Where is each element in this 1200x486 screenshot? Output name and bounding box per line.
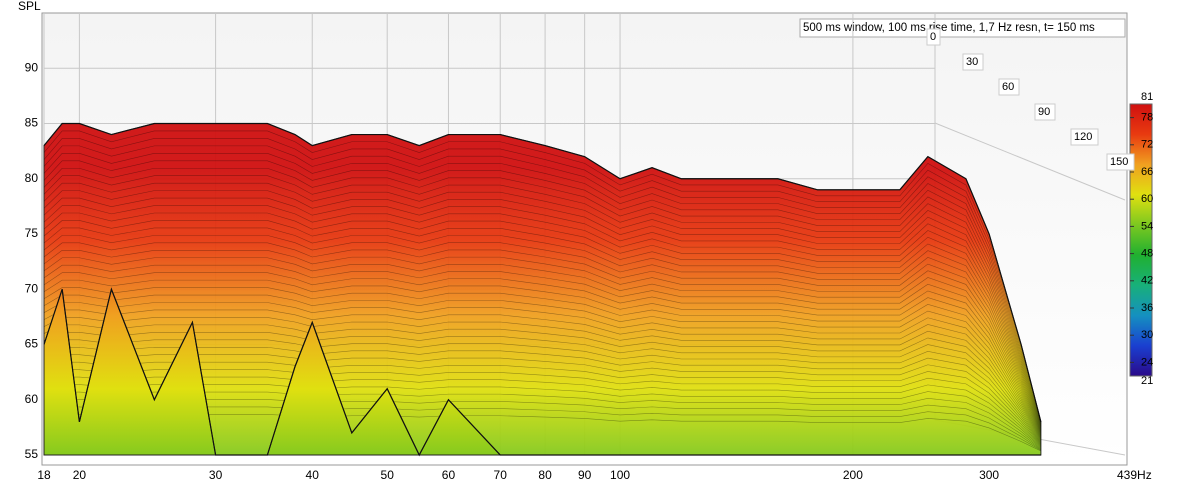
z-tick-label: 120 bbox=[1074, 131, 1092, 143]
contour-line bbox=[43, 235, 1042, 434]
y-tick-label: 80 bbox=[25, 171, 39, 185]
z-tick-box bbox=[998, 78, 1020, 96]
z-tick-label: 0 bbox=[930, 31, 936, 43]
z-tick-label: 150 bbox=[1110, 156, 1128, 168]
contour-line bbox=[43, 294, 1042, 440]
colorbar-frame bbox=[1129, 103, 1153, 377]
colorbar-tick-label: 30 bbox=[1141, 329, 1153, 341]
colorbar-tick-label: 54 bbox=[1141, 220, 1153, 232]
contour-line bbox=[43, 138, 1042, 424]
colorbar-tick-label: 24 bbox=[1141, 356, 1153, 368]
z-tick-label: 60 bbox=[1002, 81, 1014, 93]
z-tick-box bbox=[1106, 153, 1135, 171]
x-tick-label: 80 bbox=[538, 468, 552, 482]
contour-line bbox=[43, 249, 1042, 435]
wall-edge bbox=[934, 122, 1126, 201]
contour-line bbox=[43, 227, 1042, 433]
x-tick-label: 300 bbox=[979, 468, 999, 482]
contour-line bbox=[43, 130, 1042, 423]
x-tick-label: 20 bbox=[73, 468, 87, 482]
y-tick-label: 65 bbox=[25, 337, 39, 351]
x-tick-label: 90 bbox=[578, 468, 592, 482]
colorbar-min: 21 bbox=[1141, 375, 1153, 387]
contour-line bbox=[43, 264, 1042, 437]
contour-line bbox=[43, 279, 1042, 438]
y-tick-label: 70 bbox=[25, 281, 39, 295]
annotation: 500 ms window, 100 ms rise time, 1,7 Hz … bbox=[803, 22, 1095, 34]
y-tick-label: 85 bbox=[25, 116, 39, 130]
y-tick-label: 55 bbox=[25, 447, 39, 461]
colorbar-tick-label: 60 bbox=[1141, 193, 1153, 205]
z-tick-label: 90 bbox=[1038, 106, 1050, 118]
y-tick-label: 60 bbox=[25, 392, 39, 406]
x-tick-label: 50 bbox=[381, 468, 395, 482]
slice-line bbox=[43, 287, 1041, 457]
z-tick-box bbox=[962, 53, 984, 71]
contour-line bbox=[43, 167, 1042, 427]
contour-line bbox=[43, 287, 1042, 439]
colorbar-tick-label: 78 bbox=[1141, 112, 1153, 124]
colorbar-tick-label: 72 bbox=[1141, 139, 1153, 151]
x-tick-label: 439Hz bbox=[1117, 468, 1152, 482]
contour-line bbox=[43, 257, 1042, 436]
contour-line bbox=[43, 317, 1042, 442]
z-tick-box bbox=[1070, 128, 1099, 146]
y-tick-label: 75 bbox=[25, 226, 39, 240]
contour-line bbox=[43, 190, 1042, 429]
y-axis-label: SPL bbox=[18, 0, 41, 13]
x-tick-label: 100 bbox=[610, 468, 630, 482]
colorbar-max: 81 bbox=[1141, 91, 1153, 103]
contour-line bbox=[43, 302, 1042, 440]
contour-line bbox=[43, 212, 1042, 431]
colorbar-tick-label: 42 bbox=[1141, 275, 1153, 287]
contour-line bbox=[43, 145, 1042, 425]
contour-line bbox=[43, 220, 1042, 432]
contour-line bbox=[43, 160, 1042, 426]
contour-line bbox=[43, 205, 1042, 431]
contour-line bbox=[43, 272, 1042, 437]
x-tick-label: 18 bbox=[37, 468, 51, 482]
contour-line bbox=[43, 175, 1042, 428]
x-tick-label: 60 bbox=[442, 468, 456, 482]
x-tick-label: 70 bbox=[494, 468, 508, 482]
contour-line bbox=[43, 153, 1042, 425]
z-tick-box bbox=[1034, 103, 1056, 121]
annotation-box bbox=[799, 18, 1126, 38]
slice-line bbox=[43, 122, 1042, 422]
z-tick-label: 30 bbox=[966, 56, 978, 68]
colorbar-tick-label: 66 bbox=[1141, 166, 1153, 178]
colorbar-tick-label: 36 bbox=[1141, 302, 1153, 314]
contour-line bbox=[43, 242, 1042, 434]
contour-line bbox=[43, 309, 1042, 441]
z-tick-box bbox=[926, 28, 941, 46]
colorbar bbox=[1130, 104, 1152, 376]
contour-line bbox=[43, 197, 1042, 430]
x-tick-label: 40 bbox=[306, 468, 320, 482]
x-tick-label: 200 bbox=[843, 468, 863, 482]
x-tick-label: 30 bbox=[209, 468, 223, 482]
contour-line bbox=[43, 182, 1042, 428]
y-tick-label: 90 bbox=[25, 60, 39, 74]
colorbar-tick-label: 48 bbox=[1141, 248, 1153, 260]
